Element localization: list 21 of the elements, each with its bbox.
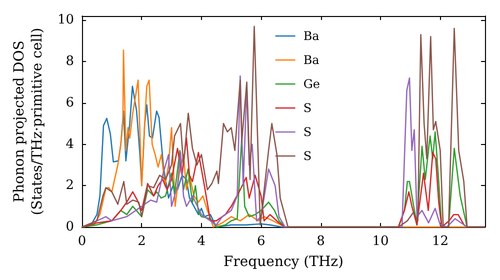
y-tick-label: 6 <box>66 95 74 110</box>
legend-label: Ba <box>303 53 320 67</box>
y-tick-label: 4 <box>66 136 74 152</box>
legend-label: S <box>303 125 312 139</box>
legend-label: Ba <box>303 29 320 43</box>
x-tick-label: 6 <box>256 234 266 249</box>
x-tick-label: 8 <box>316 234 325 249</box>
y-axis-title: Phonon projected DOS (States/THz·primitive cell) <box>12 28 46 216</box>
y-tick-label: 8 <box>66 54 74 70</box>
legend-label: S <box>303 149 312 163</box>
x-tick-label: 4 <box>197 234 206 249</box>
x-tick-label: 10 <box>372 234 389 249</box>
legend-label: S <box>303 101 312 115</box>
x-tick-label: 0 <box>78 234 86 249</box>
y-tick-label: 10 <box>57 12 74 28</box>
legend-label: Ge <box>303 77 320 91</box>
x-axis-title: Frequency (THz) <box>223 254 344 270</box>
y-tick-label: 0 <box>66 220 74 234</box>
x-tick-label: 12 <box>432 234 448 249</box>
y-tick-label: 2 <box>66 178 74 194</box>
x-tick-label: 2 <box>138 234 146 249</box>
